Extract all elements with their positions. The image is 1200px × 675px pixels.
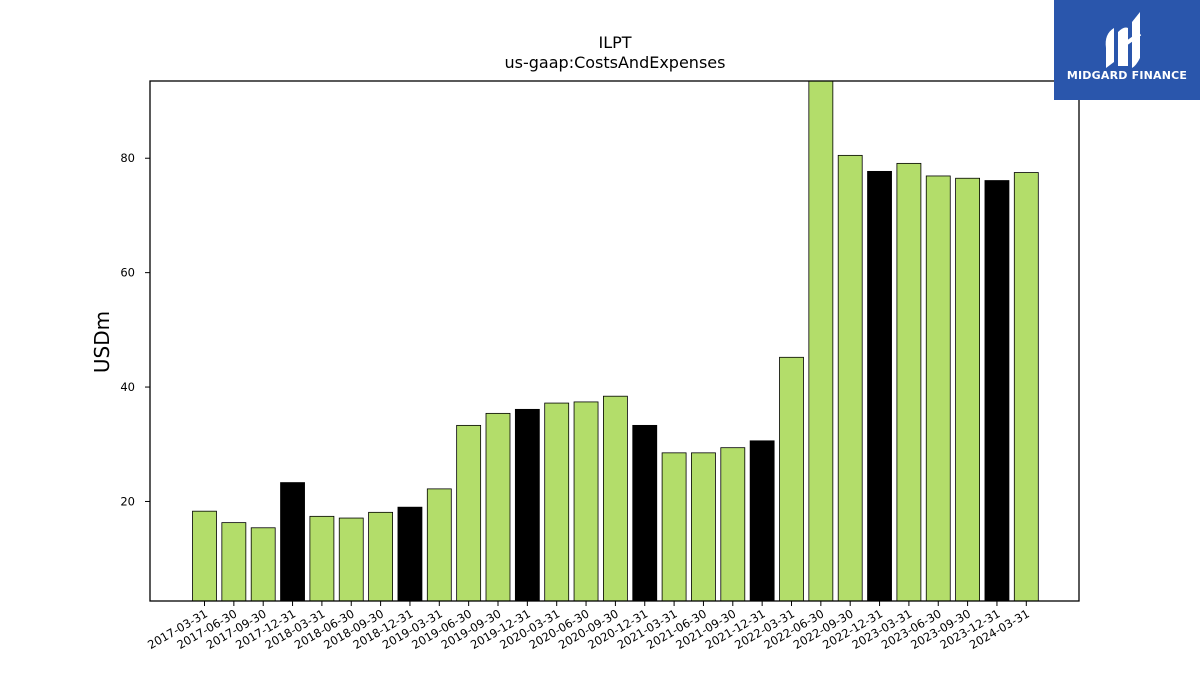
bar-2023-06-30 bbox=[925, 175, 951, 602]
bar-2017-06-30 bbox=[221, 522, 247, 602]
bar-2023-03-31 bbox=[896, 162, 922, 602]
bar-2020-03-31 bbox=[544, 402, 570, 602]
bar-2021-06-30 bbox=[691, 452, 716, 602]
midgard-logo-icon bbox=[1105, 12, 1142, 68]
bar-2018-06-30 bbox=[338, 517, 364, 602]
bar-2019-09-30 bbox=[485, 412, 511, 602]
chart-subtitle: us-gaap:CostsAndExpenses bbox=[505, 53, 726, 72]
bar-2017-03-31 bbox=[192, 510, 217, 602]
bar-2022-09-30 bbox=[837, 154, 863, 602]
bar-2022-03-31 bbox=[779, 356, 804, 602]
y-tick-label: 80 bbox=[120, 151, 135, 165]
bar-2021-09-30 bbox=[720, 447, 746, 602]
bar-2020-09-30 bbox=[603, 395, 628, 602]
bar-2022-12-31 bbox=[867, 170, 892, 602]
bar-2018-03-31 bbox=[309, 515, 335, 602]
y-tick-label: 40 bbox=[120, 380, 135, 394]
bar-2018-12-31 bbox=[397, 506, 423, 602]
bar-2019-06-30 bbox=[456, 424, 482, 602]
y-axis: 20 40 60 80 bbox=[120, 151, 150, 508]
y-axis-label: USDm bbox=[90, 311, 114, 373]
bar-2020-12-31 bbox=[632, 424, 658, 602]
bar-2021-03-31 bbox=[661, 452, 687, 602]
logo-text: MIDGARD FINANCE bbox=[1066, 69, 1188, 82]
chart-title: ILPT bbox=[598, 33, 631, 52]
bar-2024-03-31 bbox=[1013, 172, 1039, 602]
bar-2018-09-30 bbox=[368, 511, 394, 602]
y-tick-label: 20 bbox=[120, 494, 135, 508]
bar-2022-06-30 bbox=[808, 80, 834, 602]
bar-2019-12-31 bbox=[514, 408, 540, 602]
bar-2020-06-30 bbox=[573, 401, 599, 602]
bar-2019-03-31 bbox=[426, 488, 452, 602]
midgard-finance-logo: MIDGARD FINANCE bbox=[1054, 0, 1200, 100]
plot-frame bbox=[149, 80, 1080, 602]
bar-2017-12-31 bbox=[280, 482, 305, 602]
y-tick-label: 60 bbox=[120, 266, 135, 280]
bar-2021-12-31 bbox=[749, 440, 775, 602]
x-axis: 2017-03-312017-06-302017-09-302017-12-31… bbox=[145, 601, 1032, 652]
bars-group bbox=[192, 80, 1039, 602]
bar-2017-09-30 bbox=[250, 527, 276, 602]
bar-2023-12-31 bbox=[984, 180, 1010, 602]
bar-2023-09-30 bbox=[955, 177, 980, 602]
